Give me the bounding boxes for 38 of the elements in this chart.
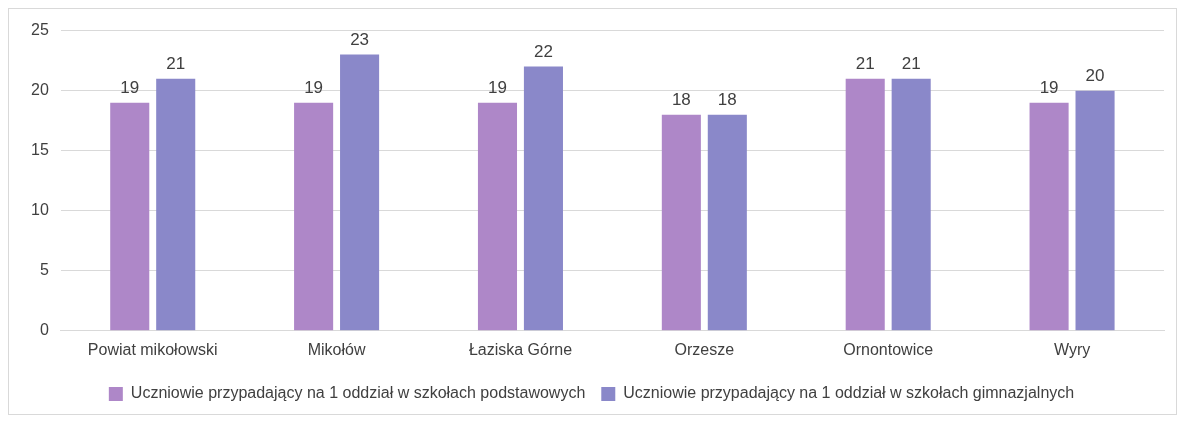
- x-tick-label: Powiat mikołowski: [87, 340, 218, 358]
- bar: [891, 78, 931, 331]
- y-tick-label: 5: [39, 261, 49, 279]
- y-tick-label: 10: [31, 201, 49, 219]
- bar: [523, 66, 563, 331]
- legend-label: Uczniowie przypadający na 1 oddział w szkołach gimnazjalnych: [623, 384, 1075, 402]
- bar: [110, 102, 150, 331]
- y-tick-label: 25: [31, 21, 49, 39]
- x-tick-label: Wyry: [1053, 340, 1091, 358]
- bar: [661, 114, 701, 331]
- x-tick-label: Ornontowice: [843, 340, 934, 358]
- x-tick-label: Łaziska Górne: [468, 340, 573, 358]
- data-label: 21: [855, 53, 875, 73]
- data-label: 21: [166, 53, 186, 73]
- data-label: 22: [533, 41, 553, 61]
- bar: [1075, 90, 1115, 331]
- y-tick-label: 0: [39, 321, 49, 339]
- data-label: 18: [671, 89, 691, 109]
- bar: [156, 78, 196, 331]
- bar: [707, 114, 747, 331]
- data-label: 21: [901, 53, 921, 73]
- bar: [845, 78, 885, 331]
- data-label: 19: [1039, 77, 1059, 97]
- y-tick-label: 15: [31, 141, 49, 159]
- x-tick-label: Mikołów: [307, 340, 366, 358]
- data-label: 18: [717, 89, 737, 109]
- data-label: 20: [1085, 65, 1105, 85]
- y-tick-label: 20: [31, 81, 49, 99]
- data-label: 19: [120, 77, 140, 97]
- legend-label: Uczniowie przypadający na 1 oddział w szkołach podstawowych: [130, 384, 586, 402]
- data-label: 23: [350, 29, 370, 49]
- bar: [340, 54, 380, 331]
- bar: [1029, 102, 1069, 331]
- data-label: 19: [488, 77, 507, 97]
- bar: [477, 102, 518, 331]
- data-label: 19: [304, 77, 324, 97]
- x-tick-label: Orzesze: [674, 340, 735, 358]
- bar: [294, 102, 334, 331]
